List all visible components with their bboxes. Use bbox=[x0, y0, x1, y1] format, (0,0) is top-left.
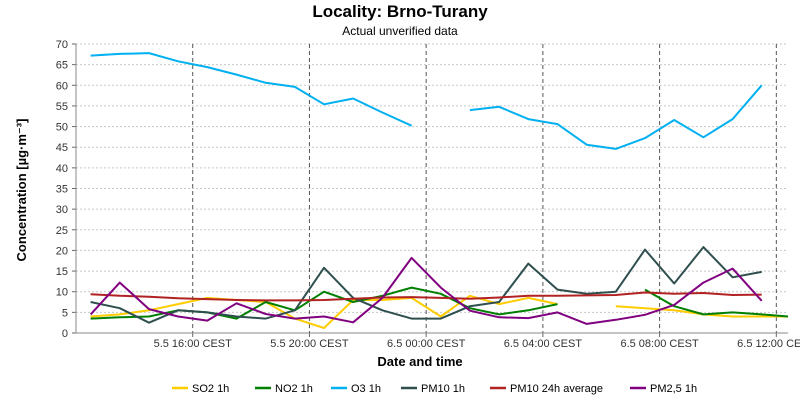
series-line-pm2-5-1h bbox=[89, 256, 763, 325]
y-tick-label: 50 bbox=[56, 122, 68, 134]
grid-lines bbox=[72, 43, 788, 334]
y-tick-label: 65 bbox=[56, 60, 68, 72]
y-tick-label: 20 bbox=[56, 245, 68, 257]
series-line-o3-1h bbox=[469, 84, 763, 150]
x-tick-label: 6.5 12:00 CEST bbox=[737, 338, 800, 350]
y-tick-labels: 0 5 10 15 20 25 30 35 40 45 50 55 60 65 70 bbox=[56, 39, 68, 340]
y-axis-label: Concentration [µg·m⁻³] bbox=[14, 119, 29, 262]
series-line-no2-1h bbox=[644, 288, 789, 318]
chart-subtitle: Actual unverified data bbox=[342, 24, 458, 38]
y-tick-label: 60 bbox=[56, 80, 68, 92]
x-tick-label: 5.5 16:00 CEST bbox=[154, 338, 233, 350]
series-line-pm10-1h bbox=[90, 246, 762, 324]
x-tick-lines bbox=[192, 44, 777, 337]
y-tick-label: 40 bbox=[56, 163, 68, 175]
series-line-o3-1h bbox=[90, 52, 413, 127]
y-tick-label: 45 bbox=[56, 142, 68, 154]
x-tick-label: 6.5 08:00 CEST bbox=[620, 338, 699, 350]
y-tick-label: 0 bbox=[62, 328, 68, 340]
series-line-no2-1h bbox=[90, 286, 558, 320]
x-tick-label: 5.5 20:00 CEST bbox=[270, 338, 349, 350]
x-tick-labels: 5.5 16:00 CEST 5.5 20:00 CEST 6.5 00:00 CE… bbox=[154, 338, 800, 350]
x-tick-label: 6.5 04:00 CEST bbox=[504, 338, 583, 350]
y-tick-label: 30 bbox=[56, 204, 68, 216]
legend-label-pm10-24h-average: PM10 24h average bbox=[510, 383, 603, 395]
y-tick-label: 5 bbox=[62, 307, 68, 319]
axes bbox=[75, 44, 788, 334]
legend-label-o3-1h: O3 1h bbox=[351, 383, 381, 395]
y-tick-label: 25 bbox=[56, 225, 68, 237]
y-tick-label: 35 bbox=[56, 184, 68, 196]
legend-label-pm2-5-1h: PM2,5 1h bbox=[650, 383, 697, 395]
x-axis-label: Date and time bbox=[377, 354, 462, 369]
chart-title: Locality: Brno-Turany bbox=[312, 2, 488, 21]
legend: SO2 1h NO2 1h O3 1h PM10 1h PM10 24h average… bbox=[172, 383, 697, 395]
legend-label-no2-1h: NO2 1h bbox=[275, 383, 313, 395]
y-tick-label: 10 bbox=[56, 287, 68, 299]
series-line-pm10-24h-average bbox=[90, 291, 762, 302]
y-tick-label: 70 bbox=[56, 39, 68, 51]
legend-label-pm10-1h: PM10 1h bbox=[421, 383, 465, 395]
y-tick-label: 15 bbox=[56, 266, 68, 278]
series-lines bbox=[89, 52, 789, 329]
x-tick-label: 6.5 00:00 CEST bbox=[387, 338, 466, 350]
legend-label-so2-1h: SO2 1h bbox=[192, 383, 229, 395]
y-tick-label: 55 bbox=[56, 101, 68, 113]
